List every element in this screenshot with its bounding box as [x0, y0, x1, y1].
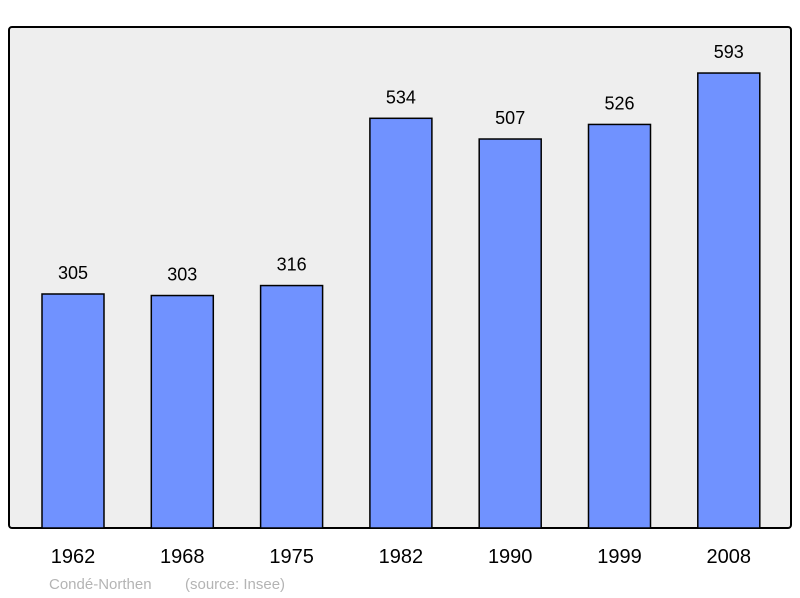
x-tick-1962: 1962 [51, 546, 96, 568]
x-tick-1982: 1982 [379, 546, 424, 568]
data-label-1962: 305 [58, 263, 88, 283]
x-tick-1990: 1990 [488, 546, 533, 568]
bar-2008 [697, 72, 761, 529]
bar-1975 [259, 284, 324, 529]
data-label-1982: 534 [386, 87, 416, 107]
footer-source: (source: Insee) [185, 576, 285, 593]
x-tick-1999: 1999 [597, 546, 642, 568]
data-label-1975: 316 [277, 255, 307, 275]
bar-1962 [41, 293, 105, 529]
footer-place: Condé-Northen [49, 576, 152, 593]
data-label-2008: 593 [714, 42, 744, 62]
bar-1990 [478, 138, 542, 529]
bar-1999 [587, 123, 652, 529]
data-label-1999: 526 [604, 93, 634, 113]
x-tick-1975: 1975 [269, 546, 314, 568]
data-label-1990: 507 [495, 108, 525, 128]
x-tick-1968: 1968 [160, 546, 205, 568]
data-label-1968: 303 [167, 265, 197, 285]
x-tick-2008: 2008 [707, 546, 752, 568]
bar-1982 [369, 117, 433, 529]
bar-1968 [150, 294, 215, 529]
